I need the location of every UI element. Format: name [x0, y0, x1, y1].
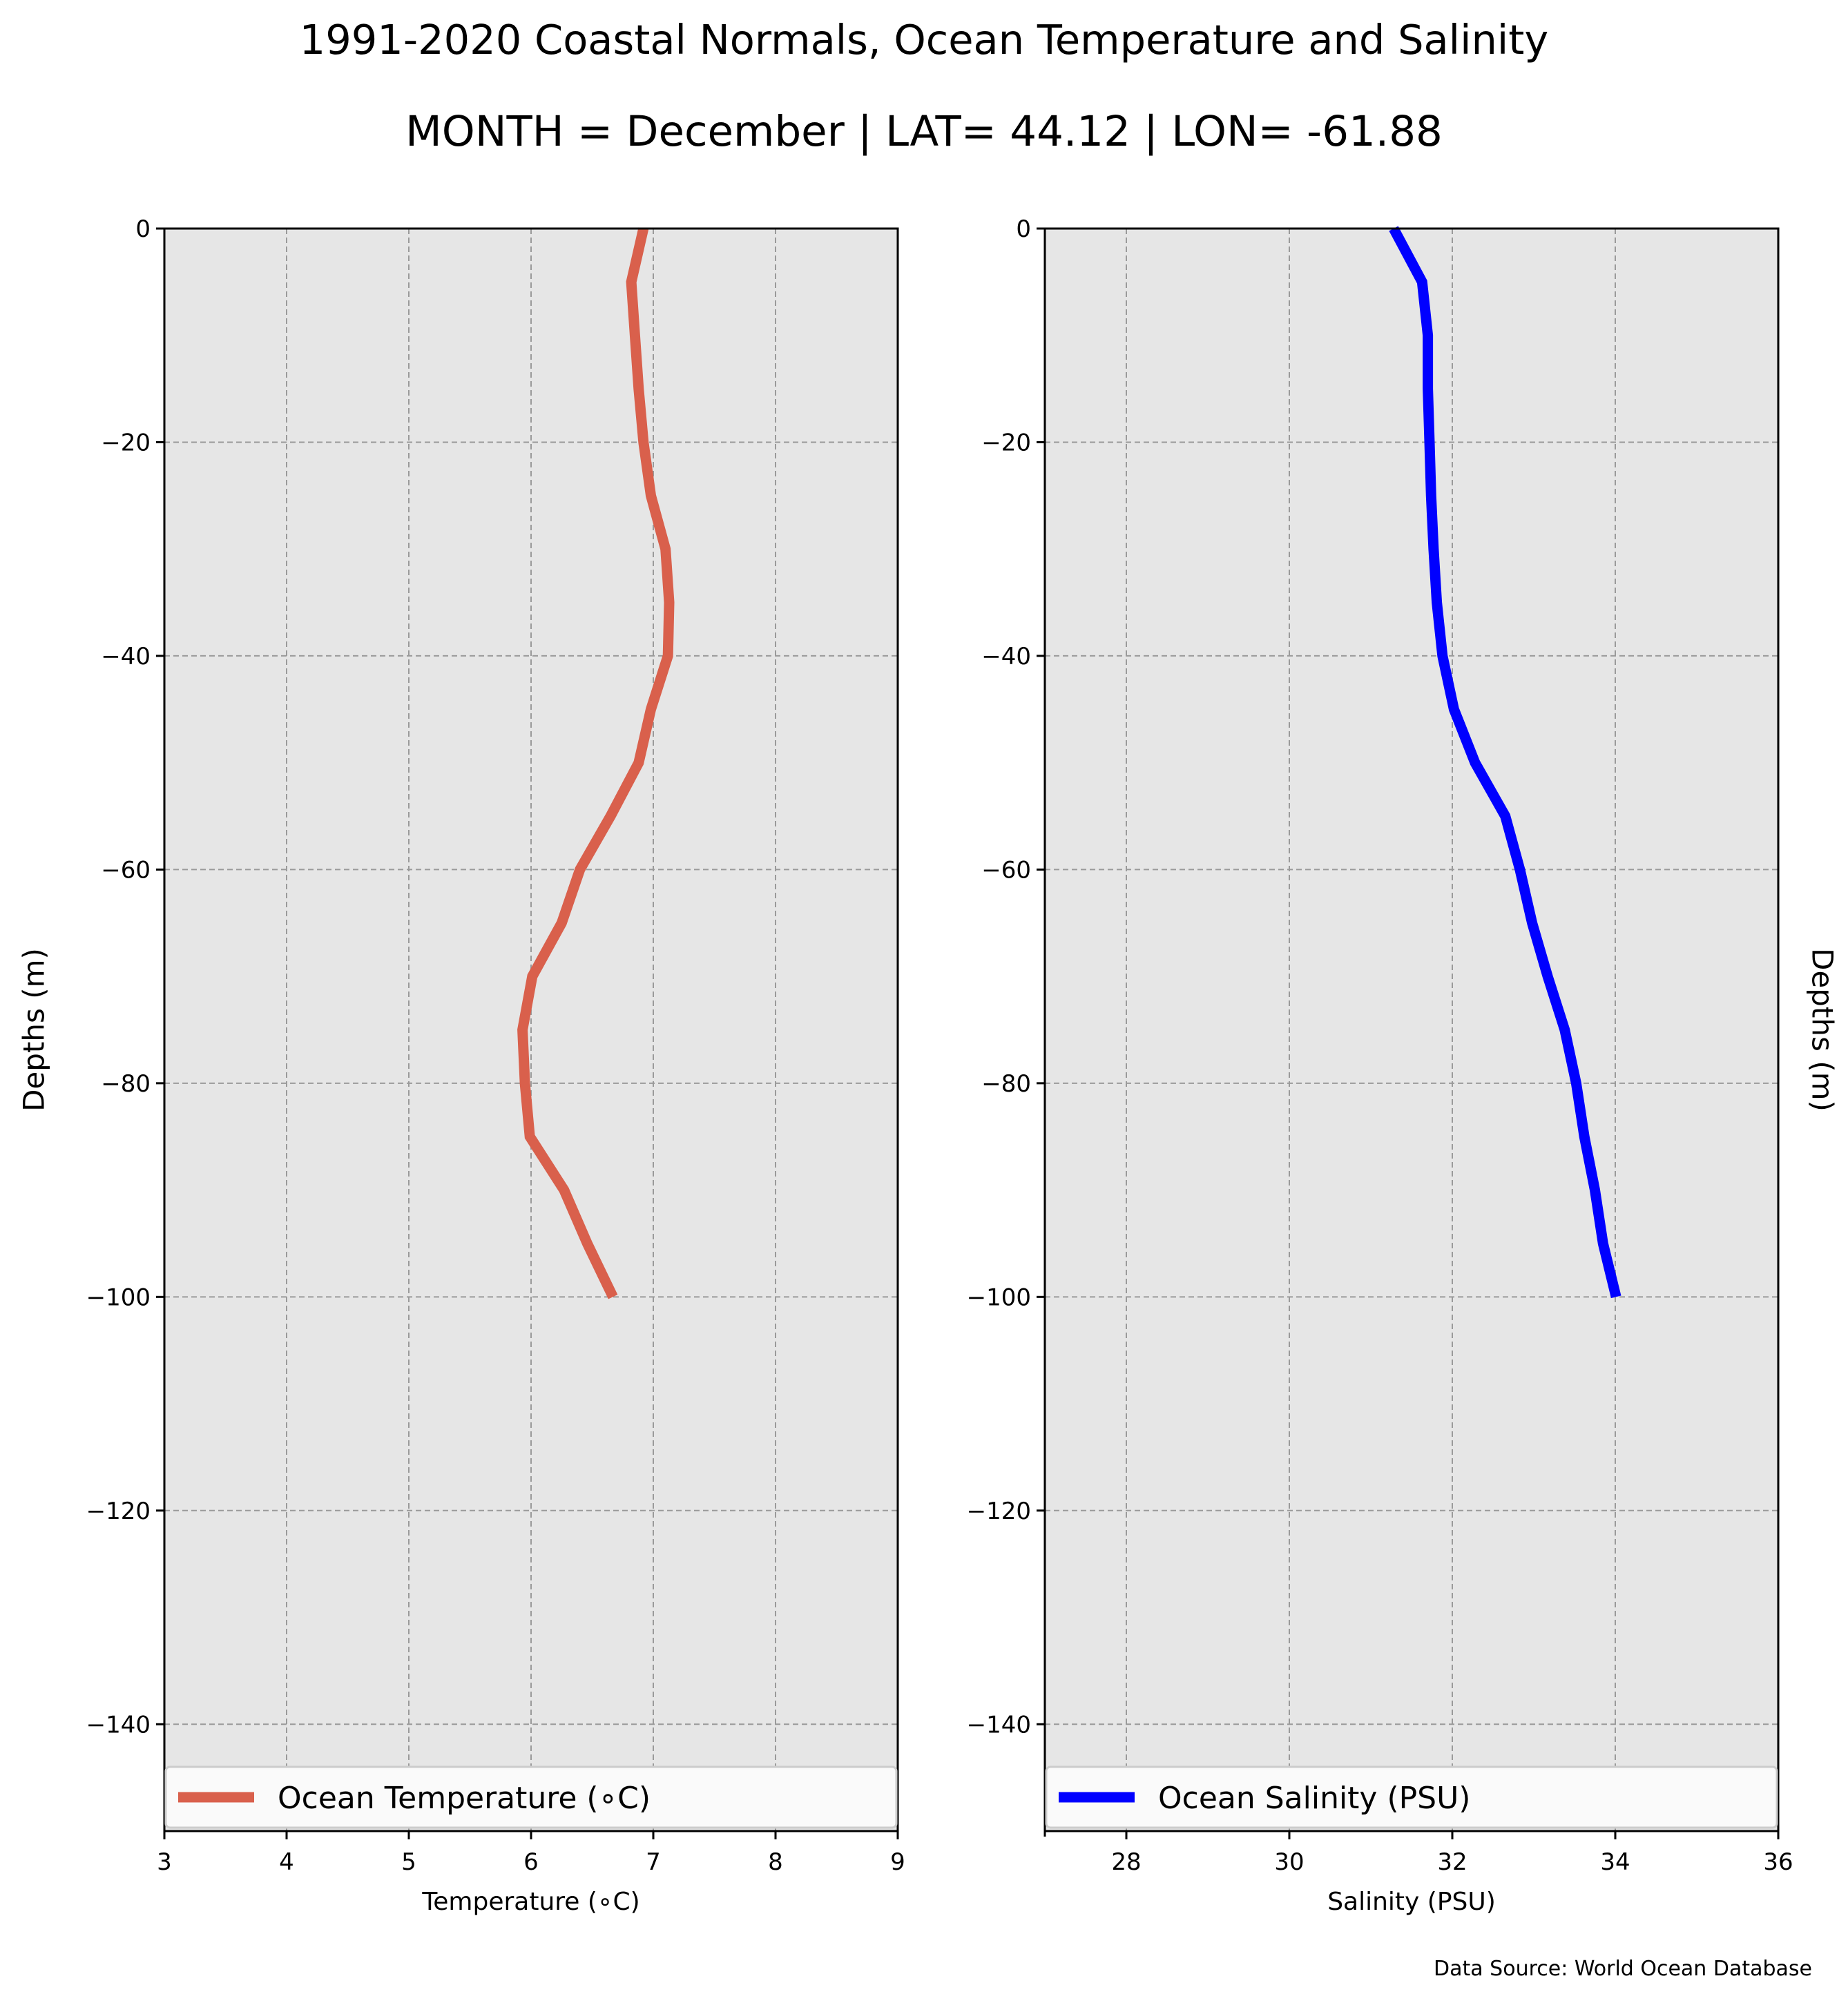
y-tick-label: −20: [101, 429, 151, 456]
y-tick-label: −40: [101, 643, 151, 670]
x-tick-label: 3: [157, 1848, 172, 1876]
plot-area: [1045, 229, 1778, 1831]
series-line: [517, 227, 675, 1299]
x-tick-label: 8: [768, 1848, 783, 1876]
y-tick-label: 0: [135, 215, 151, 243]
x-tick-label: 4: [279, 1848, 294, 1876]
y-tick-label: −60: [981, 856, 1031, 884]
y-tick-label: 0: [1016, 215, 1031, 243]
legend: Ocean Temperature (∘C): [164, 1765, 898, 1829]
y-tick-label: −20: [981, 429, 1031, 456]
x-axis-label: Salinity (PSU): [1327, 1888, 1496, 1916]
chart-subtitle: MONTH = December | LAT= 44.12 | LON= -61…: [405, 107, 1443, 156]
x-tick-label: 30: [1274, 1848, 1304, 1876]
x-tick-label: 32: [1437, 1848, 1467, 1876]
y-tick-label: −140: [86, 1711, 151, 1739]
y-tick-label: −40: [981, 643, 1031, 670]
x-tick-label: 6: [523, 1848, 539, 1876]
y-axis-label: Depths (m): [17, 948, 51, 1112]
y-tick-label: −100: [967, 1284, 1031, 1311]
legend-box: [164, 1765, 898, 1829]
chart-title: 1991-2020 Coastal Normals, Ocean Tempera…: [299, 16, 1549, 64]
x-axis-label: Temperature (∘C): [421, 1888, 639, 1916]
y-tick-label: −80: [981, 1070, 1031, 1098]
y-tick-label: −100: [86, 1284, 151, 1311]
x-tick-label: 28: [1111, 1848, 1141, 1876]
x-tick-label: 5: [401, 1848, 416, 1876]
temperature-panel: 0 −20 −40 −60 −80 −100 −120 −140 3 4 5 6 7 8 9 Temperat…: [17, 215, 905, 1916]
series-line: [1389, 226, 1621, 1299]
data-source-note: Data Source: World Ocean Database: [1434, 1957, 1812, 1981]
x-tick-label: 36: [1763, 1848, 1793, 1876]
y-tick-label: −120: [967, 1498, 1031, 1525]
y-tick-label: −60: [101, 856, 151, 884]
x-tick-label: 9: [890, 1848, 905, 1876]
y-tick-label: −140: [967, 1711, 1031, 1739]
legend: Ocean Salinity (PSU): [1045, 1765, 1778, 1829]
x-tick-label: 34: [1600, 1848, 1630, 1876]
legend-label: Ocean Temperature (∘C): [278, 1781, 651, 1816]
plot-frame: [1043, 227, 1780, 1832]
legend-box: [1045, 1765, 1778, 1829]
salinity-panel: 0 −20 −40 −60 −80 −100 −120 −140 28 30 32 34 36 Salin…: [967, 215, 1840, 1916]
y-tick-label: −80: [101, 1070, 151, 1098]
x-tick-label: 7: [646, 1848, 661, 1876]
legend-label: Ocean Salinity (PSU): [1158, 1781, 1470, 1816]
y-axis-label: Depths (m): [1806, 948, 1840, 1112]
y-tick-label: −120: [86, 1498, 151, 1525]
